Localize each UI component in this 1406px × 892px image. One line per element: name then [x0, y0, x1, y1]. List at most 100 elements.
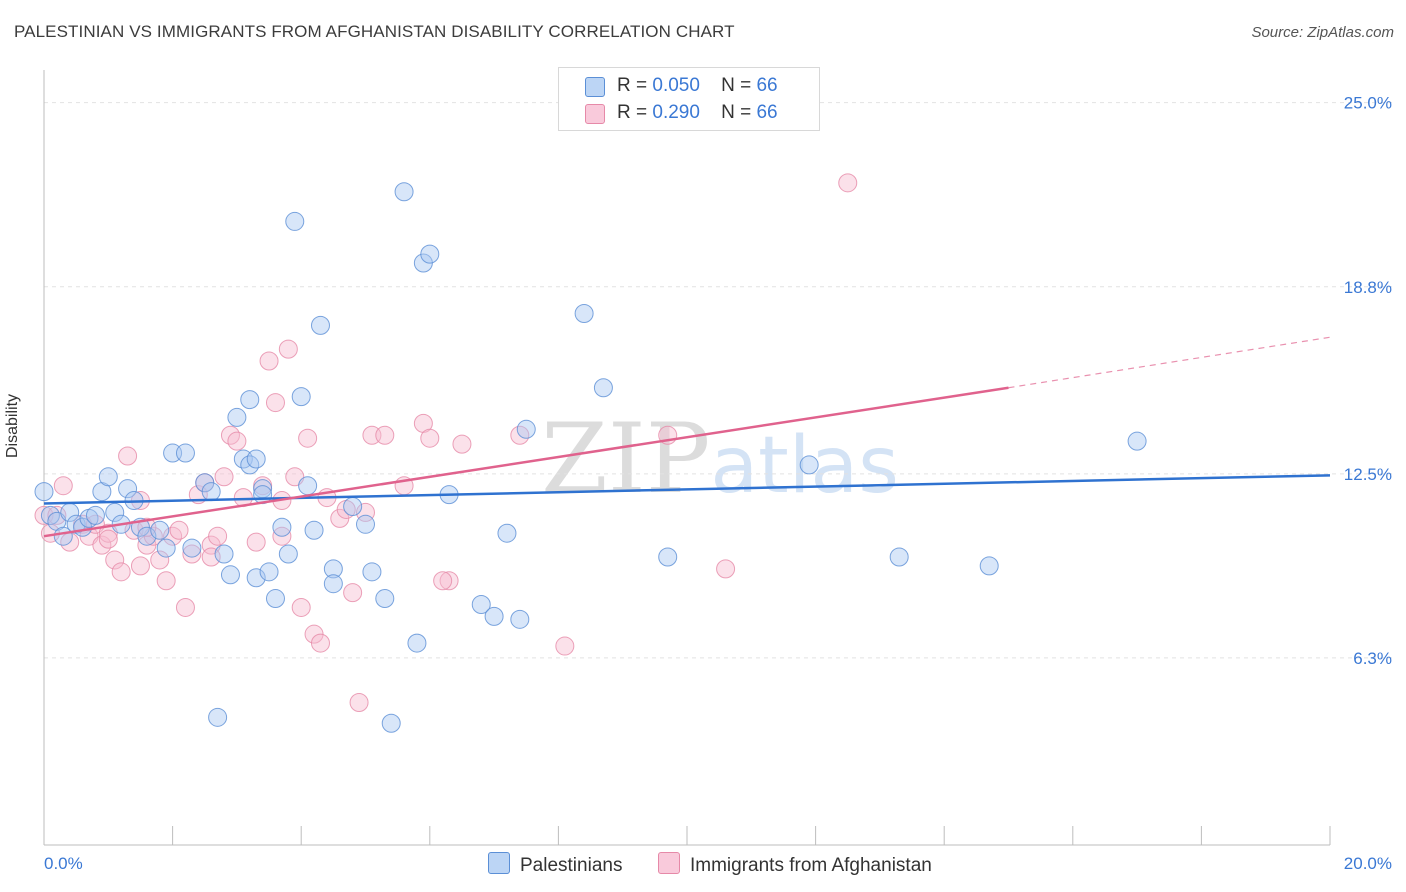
- x-tick-label: 20.0%: [1344, 854, 1392, 873]
- palestinian-point: [304, 520, 324, 540]
- afghanistan-point: [169, 520, 189, 540]
- palestinian-point: [979, 556, 999, 576]
- palestinian-point: [1127, 431, 1147, 451]
- legend-r-value: 0.290: [652, 102, 700, 123]
- palestinian-point: [420, 244, 440, 264]
- palestinian-point: [658, 547, 678, 567]
- legend-r-label: R =: [617, 75, 648, 96]
- legend-swatch-pink: [658, 852, 680, 874]
- afghanistan-point: [259, 351, 279, 371]
- palestinian-point: [201, 482, 221, 502]
- afghanistan-point: [182, 544, 202, 564]
- y-tick-label: 25.0%: [1344, 94, 1392, 113]
- palestinian-point: [34, 482, 54, 502]
- legend-n-label: N =: [721, 75, 752, 96]
- afghanistan-point: [433, 571, 453, 591]
- afghanistan-point: [716, 559, 736, 579]
- afghanistan-point: [118, 446, 138, 466]
- palestinian-point: [291, 387, 311, 407]
- palestinian-point: [220, 565, 240, 585]
- afghanistan-point: [246, 532, 266, 552]
- afghanistan-point: [47, 505, 67, 525]
- y-tick-label: 6.3%: [1353, 649, 1392, 668]
- palestinian-point: [156, 538, 176, 558]
- palestinian-point: [407, 633, 427, 653]
- palestinian-point: [362, 562, 382, 582]
- palestinian-point: [272, 517, 292, 537]
- afghanistan-point: [208, 526, 228, 546]
- legend-swatch-pink: [585, 104, 605, 124]
- afghanistan-point: [111, 562, 131, 582]
- legend-n-label: N =: [721, 102, 752, 123]
- afghanistan-point: [265, 393, 285, 413]
- afghanistan-trendline: [43, 386, 1009, 538]
- afghanistan-point: [349, 692, 369, 712]
- palestinian-point: [510, 609, 530, 629]
- y-axis-label: Disability: [4, 393, 21, 458]
- palestinian-point: [375, 589, 395, 609]
- correlation-legend: R = 0.050 N = 66 R = 0.290 N = 66: [558, 67, 820, 131]
- palestinian-point: [278, 544, 298, 564]
- palestinian-point: [98, 467, 118, 487]
- palestinian-point: [394, 182, 414, 202]
- afghanistan-point: [227, 431, 247, 451]
- afghanistan-point: [105, 550, 125, 570]
- palestinian-point: [889, 547, 909, 567]
- afghanistan-trendline-extension: [1008, 336, 1331, 389]
- palestinian-point: [310, 315, 330, 335]
- legend-n-value: 66: [756, 75, 778, 96]
- palestinian-point: [208, 707, 228, 727]
- palestinian-point: [240, 390, 260, 410]
- palestinian-point: [150, 520, 170, 540]
- y-tick-label: 12.5%: [1344, 465, 1392, 484]
- afghanistan-point: [53, 476, 73, 496]
- palestinian-point: [227, 407, 247, 427]
- afghanistan-point: [98, 529, 118, 549]
- palestinian-point: [381, 713, 401, 733]
- palestinian-point: [259, 562, 279, 582]
- palestinian-point: [85, 505, 105, 525]
- y-tick-label: 18.8%: [1344, 278, 1392, 297]
- palestinian-point: [497, 523, 517, 543]
- palestinian-point: [574, 303, 594, 323]
- palestinian-point: [182, 538, 202, 558]
- legend-swatch-blue: [585, 77, 605, 97]
- palestinian-point: [484, 606, 504, 626]
- afghanistan-point: [439, 571, 459, 591]
- afghanistan-point: [420, 428, 440, 448]
- legend-label: Palestinians: [520, 855, 623, 876]
- source-label: Source: ZipAtlas.com: [1251, 24, 1394, 41]
- palestinian-point: [593, 378, 613, 398]
- palestinian-point: [137, 526, 157, 546]
- afghanistan-point: [298, 428, 318, 448]
- afghanistan-point: [310, 633, 330, 653]
- palestinian-point: [175, 443, 195, 463]
- palestinian-point: [471, 594, 491, 614]
- afghanistan-point: [278, 339, 298, 359]
- afghanistan-point: [555, 636, 575, 656]
- afghanistan-point: [201, 547, 221, 567]
- afghanistan-point: [838, 173, 858, 193]
- palestinian-point: [105, 502, 125, 522]
- afghanistan-point: [291, 597, 311, 617]
- palestinian-point: [323, 574, 343, 594]
- afghanistan-point: [156, 571, 176, 591]
- legend-item-palestinians: Palestinians: [488, 852, 622, 877]
- afghanistan-point: [452, 434, 472, 454]
- palestinian-point: [246, 568, 266, 588]
- chart-title: PALESTINIAN VS IMMIGRANTS FROM AFGHANIST…: [14, 22, 735, 41]
- palestinian-point: [356, 514, 375, 534]
- palestinian-point: [285, 211, 305, 231]
- afghanistan-point: [214, 467, 234, 487]
- palestinian-point: [516, 419, 536, 439]
- palestinian-point: [343, 496, 363, 516]
- palestinian-point: [323, 559, 343, 579]
- afghanistan-point: [343, 583, 363, 603]
- legend-item-afghanistan: Immigrants from Afghanistan: [658, 852, 932, 877]
- palestinian-point: [246, 449, 266, 469]
- palestinian-point: [298, 476, 318, 496]
- legend-swatch-blue: [488, 852, 510, 874]
- legend-label: Immigrants from Afghanistan: [690, 855, 932, 876]
- legend-r-value: 0.050: [652, 75, 700, 96]
